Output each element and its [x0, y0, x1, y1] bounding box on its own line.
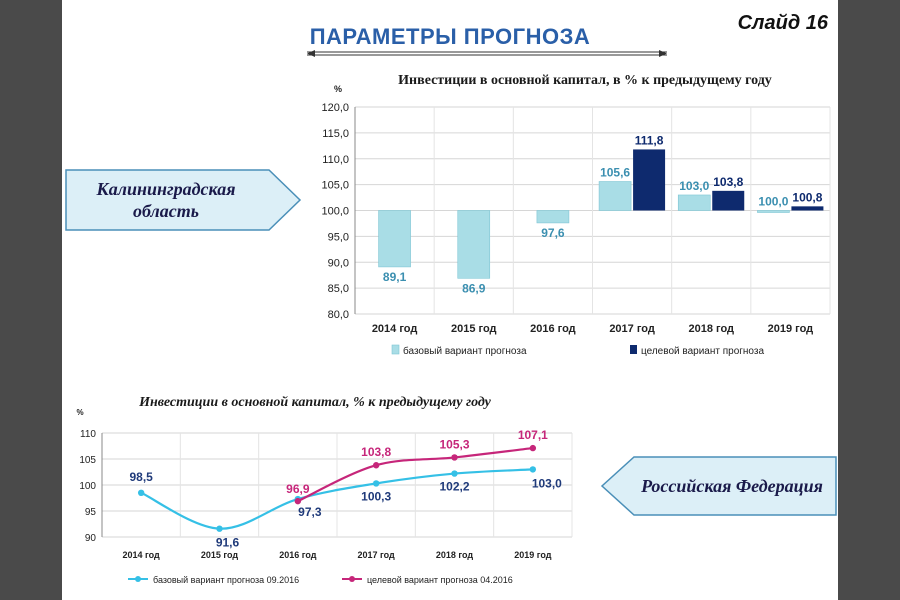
line-label-base: 102,2: [439, 480, 469, 494]
bar-chart-ytick: 105,0: [321, 180, 349, 192]
legend-marker-target: [349, 576, 355, 582]
line-chart-ytick: 95: [85, 507, 97, 518]
bar-base: [598, 181, 632, 211]
bar-target: [633, 149, 666, 211]
line-chart-xtick: 2014 год: [123, 550, 161, 560]
region-arrow-top: [65, 169, 302, 231]
bar-base-label: 89,1: [383, 270, 407, 284]
bar-chart-ytick: 110,0: [322, 154, 349, 166]
bar-chart-xtick: 2015 год: [451, 323, 497, 335]
region-label-kaliningrad: Калининградская область: [96, 178, 236, 222]
line-label-base: 97,3: [298, 505, 322, 519]
line-label-base: 103,0: [532, 476, 562, 490]
bar-chart-ytick: 85,0: [328, 283, 349, 295]
bar-base-label: 86,9: [462, 281, 486, 295]
legend-swatch-base: [391, 344, 400, 355]
line-chart-ytick: 100: [79, 481, 96, 492]
line-point: [529, 466, 537, 473]
bar-chart-xtick: 2019 год: [768, 323, 814, 335]
line-chart-title: Инвестиции в основной капитал, % к преды…: [138, 395, 492, 410]
line-point: [372, 462, 380, 469]
bar-target-label: 103,8: [713, 175, 743, 189]
bar-base: [677, 194, 711, 211]
bar-chart-ytick: 115,0: [322, 128, 349, 140]
line-label-base: 100,3: [361, 489, 391, 503]
bar-base: [536, 210, 570, 224]
line-chart-ytick: 110: [80, 429, 96, 440]
legend-label-target-line: целевой вариант прогноза 04.2016: [367, 575, 513, 585]
slide-number: Слайд 16: [737, 12, 828, 34]
line-point: [216, 525, 223, 532]
bar-chart-xtick: 2016 год: [530, 323, 576, 335]
bar-base-label: 105,6: [600, 166, 630, 180]
bar-base: [378, 210, 411, 268]
region-label-russia: Российская Федерация: [641, 475, 823, 496]
line-point: [372, 480, 380, 487]
bar-chart-ytick: 100,0: [321, 206, 349, 218]
title-underline: [307, 50, 667, 57]
bar-base: [457, 210, 491, 279]
bar-base: [757, 210, 790, 213]
slide: Слайд 16 ПАРАМЕТРЫ ПРОГНОЗА: [62, 0, 838, 600]
bar-chart-ytick: 80,0: [328, 309, 349, 321]
line-label-target: 96,9: [286, 482, 310, 496]
line-chart: Инвестиции в основной капитал, % к преды…: [76, 395, 573, 585]
legend-label-target: целевой вариант прогноза: [641, 346, 764, 357]
bar-chart-title: Инвестиции в основной капитал, в % к пре…: [398, 73, 772, 88]
bar-target-label: 100,8: [792, 190, 822, 204]
bar-base-label: 97,6: [541, 226, 565, 240]
region-arrow-bottom: [600, 456, 837, 516]
bar-chart-xtick: 2014 год: [372, 323, 418, 335]
bar-target-label: 111,8: [635, 133, 664, 147]
line-point: [451, 454, 458, 461]
line-point: [451, 470, 458, 477]
bar-chart-ytick: 120,0: [321, 102, 349, 114]
bar-base-label: 100,0: [758, 195, 788, 209]
bar-target: [712, 190, 745, 211]
line-chart-ytick: 105: [79, 455, 96, 466]
line-chart-xtick: 2015 год: [201, 550, 239, 560]
line-chart-xtick: 2019 год: [514, 550, 552, 560]
legend-swatch-target: [630, 345, 637, 354]
bar-chart: Инвестиции в основной капитал, в % к пре…: [321, 73, 831, 357]
line-chart-xtick: 2018 год: [436, 550, 474, 560]
line-label-target: 103,8: [361, 445, 391, 459]
page-title: ПАРАМЕТРЫ ПРОГНОЗА: [309, 24, 591, 49]
line-chart-xtick: 2017 год: [358, 550, 396, 560]
line-label-base: 91,6: [216, 536, 240, 550]
line-chart-ytick: 90: [85, 533, 97, 544]
line-label-target: 107,1: [518, 428, 548, 442]
bar-chart-ytick: 95,0: [328, 231, 349, 243]
line-series-target: [297, 446, 533, 503]
bar-chart-xtick: 2018 год: [688, 323, 734, 335]
line-series-base: [140, 468, 533, 530]
line-point: [137, 489, 145, 496]
line-chart-xtick: 2016 год: [279, 550, 317, 560]
line-point: [529, 444, 537, 452]
line-label-base: 98,5: [129, 470, 153, 484]
line-chart-ylabel: %: [76, 408, 83, 417]
line-point: [294, 497, 302, 505]
line-label-target: 105,3: [439, 437, 469, 451]
bar-target: [791, 206, 824, 211]
bar-base-label: 103,0: [679, 179, 709, 193]
bar-chart-ylabel: %: [334, 84, 342, 94]
bar-chart-xtick: 2017 год: [609, 323, 655, 335]
legend-label-base-line: базовый вариант прогноза 09.2016: [153, 575, 299, 585]
bar-chart-ytick: 90,0: [328, 257, 349, 269]
legend-label-base: базовый вариант прогноза: [403, 345, 527, 357]
legend-marker-base: [135, 576, 141, 582]
